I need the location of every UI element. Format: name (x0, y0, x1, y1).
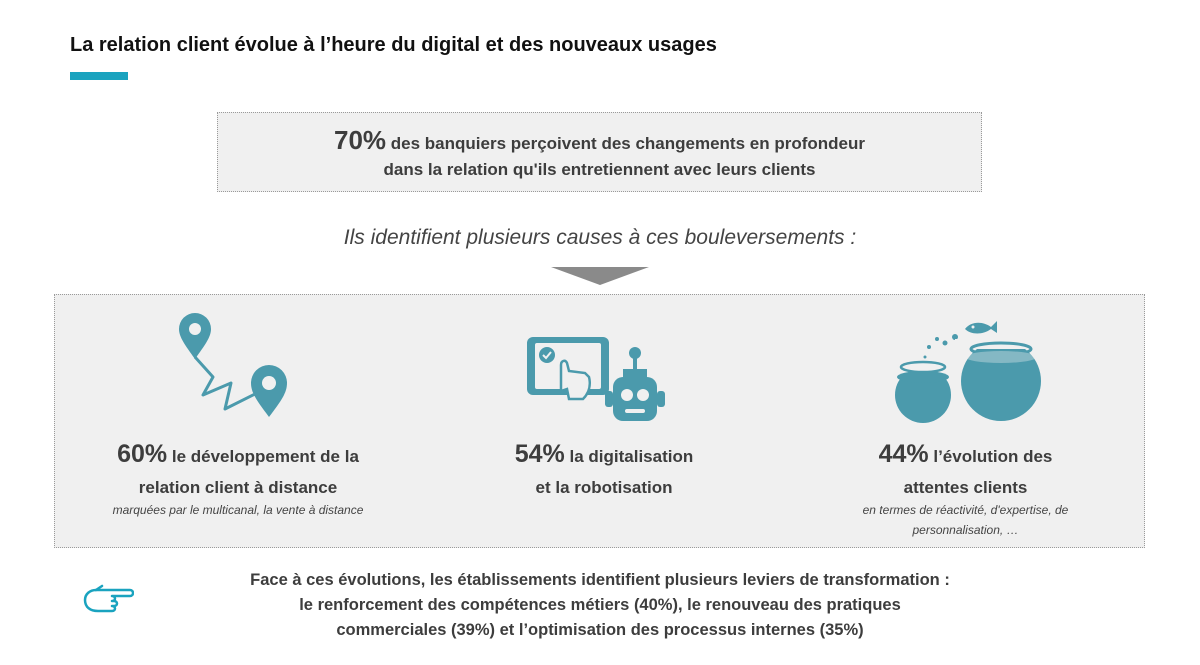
highlight-text-2: dans la relation qu'ils entretiennent av… (383, 160, 816, 179)
cause-label-b: relation client à distance (138, 478, 338, 497)
highlight-percent: 70% (334, 125, 387, 155)
tablet-robot-icon (527, 337, 665, 421)
cause-label-a: l’évolution des (928, 447, 1053, 466)
highlight-text-1: des banquiers perçoivent des changements… (386, 134, 865, 153)
causes-panel: 60% le développement de la relation clie… (54, 294, 1145, 548)
cause-label-a: le développement de la (167, 447, 359, 466)
cause-percent: 60% (117, 440, 168, 468)
cause-percent: 44% (878, 440, 929, 468)
cause-label: 54% la digitalisation et la robotisation (421, 439, 787, 503)
cause-label: 60% le développement de la relation clie… (55, 439, 421, 503)
footer-line-1: Face à ces évolutions, les établissement… (250, 571, 950, 589)
down-arrow-icon (551, 267, 649, 285)
cause-item-client-expectations: 44% l’évolution des attentes clients en … (787, 295, 1144, 547)
causes-heading: Ils identifient plusieurs causes à ces b… (343, 226, 857, 249)
pointing-hand-icon (83, 584, 134, 613)
footer-line-2: le renforcement des compétences métiers … (299, 596, 901, 614)
map-route-icon (179, 313, 287, 417)
cause-item-digitalisation: 54% la digitalisation et la robotisation (421, 295, 787, 547)
fishbowl-icon (893, 321, 1045, 423)
cause-label-b: attentes clients (903, 478, 1028, 497)
footer-line-3: commerciales (39%) et l’optimisation des… (336, 621, 864, 639)
cause-label-b: et la robotisation (535, 478, 673, 497)
title-accent-bar (70, 72, 128, 80)
cause-note-a: en termes de réactivité, d'expertise, de (862, 503, 1069, 517)
highlight-box: 70% des banquiers perçoivent des changem… (217, 112, 982, 192)
cause-note-b: personnalisation, … (912, 523, 1019, 537)
page-title: La relation client évolue à l’heure du d… (70, 34, 717, 56)
footer-text: Face à ces évolutions, les établissement… (170, 568, 1030, 643)
cause-percent: 54% (514, 440, 565, 468)
highlight-line-1: 70% des banquiers perçoivent des changem… (218, 125, 981, 156)
cause-label-a: la digitalisation (564, 447, 694, 466)
cause-note: marquées par le multicanal, la vente à d… (112, 503, 364, 517)
cause-note: en termes de réactivité, d'expertise, de… (787, 500, 1144, 540)
cause-item-remote-relationship: 60% le développement de la relation clie… (55, 295, 421, 547)
cause-label: 44% l’évolution des attentes clients (787, 439, 1144, 503)
